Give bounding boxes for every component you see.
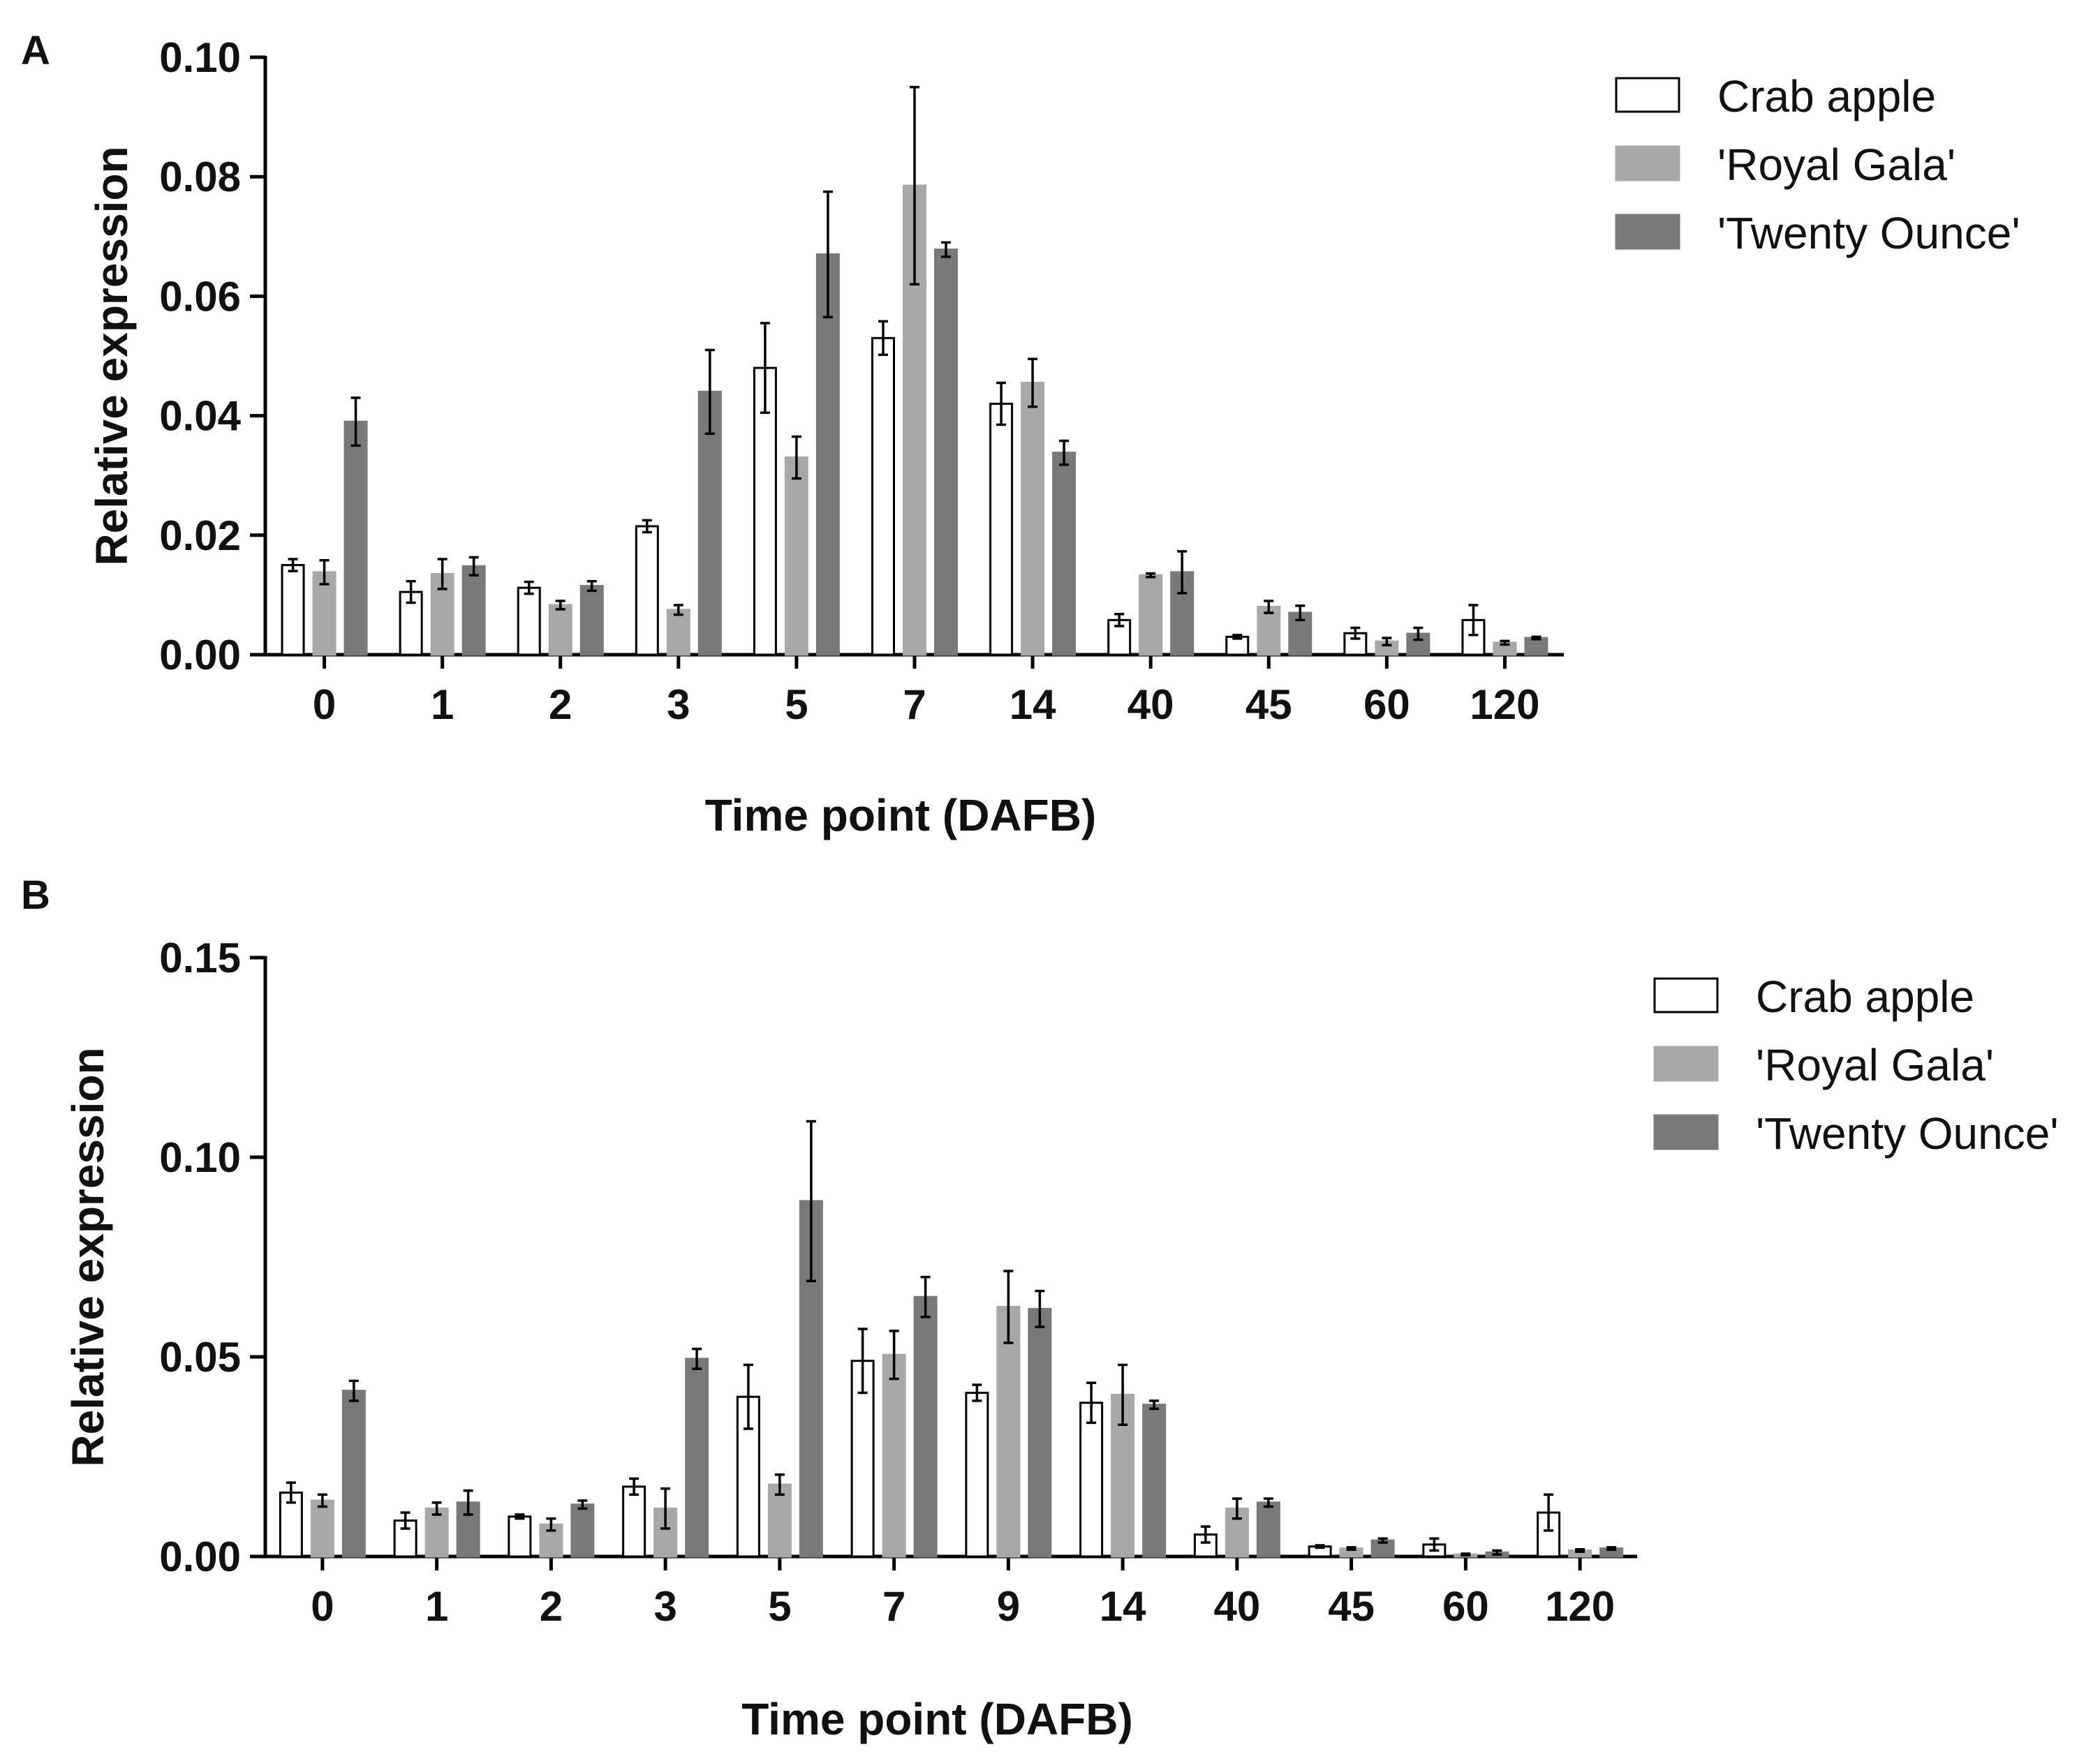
x-tick-label: 1 bbox=[431, 681, 454, 728]
bar bbox=[815, 253, 840, 656]
bar bbox=[1079, 1402, 1104, 1558]
bar bbox=[341, 1390, 366, 1558]
bar bbox=[570, 1503, 595, 1558]
bar bbox=[343, 420, 368, 656]
y-tick-label: 0.06 bbox=[159, 273, 241, 320]
x-tick-label: 60 bbox=[1363, 681, 1410, 728]
y-tick-label: 0.10 bbox=[159, 1134, 241, 1181]
bar bbox=[1256, 1501, 1280, 1558]
bar bbox=[579, 585, 604, 656]
bar bbox=[1537, 1511, 1561, 1558]
x-tick-label: 120 bbox=[1470, 681, 1539, 728]
legend-swatch bbox=[1653, 977, 1719, 1013]
x-tick-label: 3 bbox=[653, 1583, 676, 1630]
x-axis-title: Time point (DAFB) bbox=[705, 790, 1097, 840]
x-tick-label: 0 bbox=[311, 1583, 334, 1630]
legend-label: Crab apple bbox=[1756, 972, 1974, 1022]
x-tick-label: 60 bbox=[1442, 1583, 1489, 1630]
legend-label: 'Twenty Ounce' bbox=[1756, 1108, 2059, 1159]
bar bbox=[622, 1485, 646, 1558]
x-tick-label: 14 bbox=[1100, 1583, 1146, 1630]
bar bbox=[685, 1358, 709, 1558]
y-tick-label: 0.05 bbox=[159, 1334, 241, 1381]
x-tick-label: 7 bbox=[903, 681, 926, 728]
y-tick-label: 0.15 bbox=[159, 935, 241, 981]
x-tick-label: 5 bbox=[785, 681, 808, 728]
bar bbox=[1028, 1307, 1052, 1558]
bar bbox=[1524, 637, 1548, 656]
x-tick-label: 5 bbox=[768, 1583, 791, 1630]
legend-swatch bbox=[1653, 1114, 1719, 1150]
bar bbox=[430, 572, 454, 656]
x-tick-label: 45 bbox=[1245, 681, 1292, 728]
bar bbox=[996, 1306, 1021, 1558]
legend-swatch bbox=[1653, 1046, 1719, 1082]
bar bbox=[871, 336, 895, 656]
bar bbox=[1142, 1404, 1167, 1558]
legend-label: Crab apple bbox=[1717, 71, 1936, 121]
bar bbox=[281, 564, 305, 656]
y-axis-title: Relative expression bbox=[63, 1047, 113, 1466]
bar bbox=[697, 390, 722, 656]
x-tick-label: 14 bbox=[1010, 681, 1056, 728]
x-tick-label: 120 bbox=[1545, 1583, 1615, 1630]
panel-a: A 0.00 0.02 0.04 0.06 0.08 0.10 0 1 2 3 5 7 14 40 45 60… bbox=[21, 28, 2020, 840]
bar bbox=[461, 565, 486, 656]
y-tick-label: 0.00 bbox=[159, 632, 241, 678]
x-tick-label: 0 bbox=[313, 681, 336, 728]
x-tick-label: 9 bbox=[997, 1583, 1020, 1630]
bar bbox=[310, 1499, 334, 1558]
panel-letter: B bbox=[21, 872, 50, 918]
bar bbox=[635, 525, 659, 656]
panel-b: B 0.00 0.05 0.10 0.15 0 1 2 3 5 7 9 14 40 45 60 120 Time… bbox=[21, 872, 2059, 1744]
y-tick-label: 0.10 bbox=[159, 34, 241, 81]
bar bbox=[312, 571, 337, 656]
y-tick-label: 0.02 bbox=[159, 512, 241, 559]
bar bbox=[934, 248, 958, 656]
bar bbox=[1021, 382, 1045, 656]
panel-letter: A bbox=[21, 28, 50, 73]
legend-label: 'Royal Gala' bbox=[1717, 140, 1955, 190]
bar bbox=[989, 402, 1014, 656]
bar bbox=[548, 604, 572, 656]
bar bbox=[424, 1507, 449, 1558]
bar bbox=[965, 1391, 989, 1558]
legend-label: 'Royal Gala' bbox=[1756, 1040, 1994, 1090]
bar bbox=[784, 456, 808, 656]
x-tick-label: 1 bbox=[425, 1583, 448, 1630]
x-tick-label: 40 bbox=[1127, 681, 1174, 728]
legend-swatch bbox=[1615, 214, 1680, 250]
bar bbox=[508, 1515, 532, 1558]
legend-swatch bbox=[1615, 77, 1680, 113]
x-axis-title: Time point (DAFB) bbox=[741, 1694, 1133, 1744]
bar bbox=[767, 1483, 792, 1558]
y-tick-label: 0.00 bbox=[159, 1533, 241, 1580]
x-tick-label: 3 bbox=[667, 681, 690, 728]
y-tick-label: 0.08 bbox=[159, 154, 241, 200]
legend-label: 'Twenty Ounce' bbox=[1717, 208, 2020, 258]
x-tick-label: 40 bbox=[1214, 1583, 1261, 1630]
x-tick-label: 45 bbox=[1328, 1583, 1375, 1630]
x-tick-label: 2 bbox=[549, 681, 572, 728]
bar bbox=[666, 609, 690, 656]
bar bbox=[1139, 574, 1163, 656]
x-tick-label: 7 bbox=[882, 1583, 905, 1630]
bar bbox=[517, 586, 541, 656]
legend-swatch bbox=[1615, 145, 1680, 181]
y-tick-label: 0.04 bbox=[159, 393, 241, 440]
bar bbox=[1052, 452, 1077, 656]
x-tick-label: 2 bbox=[540, 1583, 563, 1630]
y-axis-title: Relative expression bbox=[87, 146, 137, 565]
bar bbox=[882, 1353, 906, 1558]
bar bbox=[913, 1295, 938, 1558]
